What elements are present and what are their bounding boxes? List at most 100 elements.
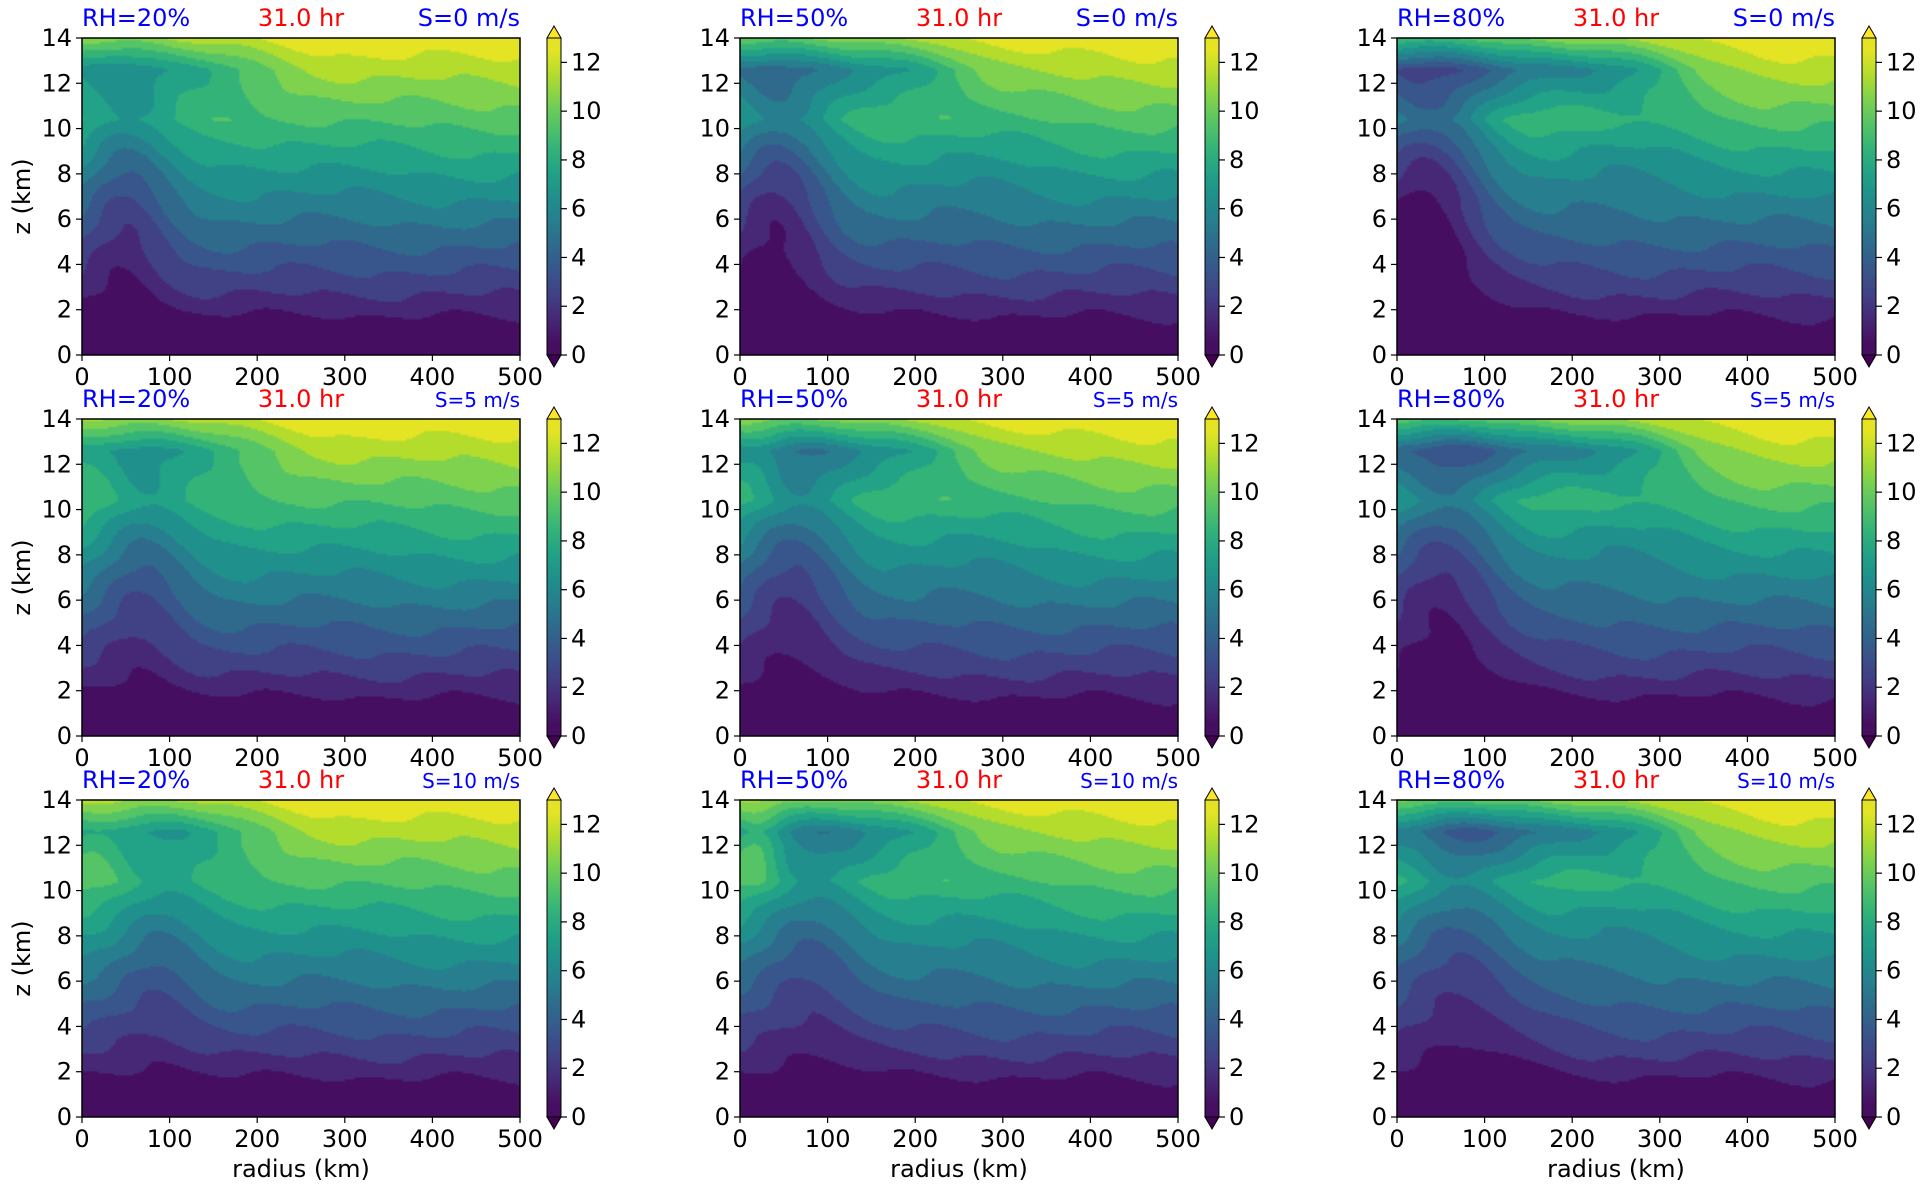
axes-frame: [81, 418, 521, 737]
x-tick-label: 500: [497, 744, 543, 772]
colorbar-tick-label: 8: [571, 908, 586, 936]
colorbar-tick-label: 0: [571, 1103, 586, 1131]
colorbar: 0 2 4 6 8 10 12: [1861, 787, 1917, 1131]
x-axis-label: radius (km): [1547, 1155, 1685, 1183]
time-label: 31.0 hr: [916, 766, 1002, 794]
colorbar-tick-label: 12: [571, 48, 602, 76]
contour-field: [1397, 800, 1835, 1117]
y-tick-label: 14: [1356, 24, 1387, 52]
y-tick-label: 2: [715, 1058, 730, 1086]
colorbar-frame: [546, 418, 562, 737]
x-tick-label: 400: [409, 1125, 455, 1153]
colorbar-extend-max: [1861, 787, 1877, 801]
colorbar-tick-label: 10: [1886, 97, 1917, 125]
colorbar-extend-max: [546, 406, 562, 420]
x-tick-label: 100: [1462, 744, 1508, 772]
y-tick-label: 12: [1356, 69, 1387, 97]
colorbar-frame: [1204, 418, 1220, 737]
shear-label: S=0 m/s: [1076, 4, 1178, 32]
x-tick-label: 100: [1462, 1125, 1508, 1153]
x-tick-label: 100: [805, 744, 851, 772]
x-tick-label: 500: [1155, 744, 1201, 772]
contour-field: [740, 800, 1178, 1117]
colorbar-tick-label: 8: [1886, 527, 1901, 555]
y-tick-label: 4: [715, 1012, 730, 1040]
rh-label: RH=20%: [82, 766, 190, 794]
colorbar-tick-label: 4: [1886, 243, 1901, 271]
shear-label: S=10 m/s: [1080, 769, 1178, 793]
y-axis-label: z (km): [8, 920, 36, 996]
y-tick-label: 4: [57, 631, 72, 659]
colorbar-tick-label: 0: [1229, 341, 1244, 369]
x-tick-label: 400: [409, 744, 455, 772]
time-label: 31.0 hr: [258, 385, 344, 413]
y-tick-label: 10: [41, 115, 72, 143]
colorbar-tick-label: 2: [1229, 1054, 1244, 1082]
colorbar-tick-label: 0: [1886, 722, 1901, 750]
y-tick-label: 0: [1372, 341, 1387, 369]
axes-frame: [1396, 418, 1836, 737]
x-tick-label: 500: [1155, 363, 1201, 391]
colorbar: 0 2 4 6 8 10 12: [1861, 25, 1917, 369]
axes-frame: [739, 37, 1179, 356]
x-tick-label: 300: [1637, 1125, 1683, 1153]
shear-label: S=0 m/s: [1733, 4, 1835, 32]
colorbar-extend-max: [1204, 787, 1220, 801]
y-tick-label: 2: [1372, 1058, 1387, 1086]
colorbar-extend-min: [1861, 1116, 1877, 1130]
colorbar-gradient: [547, 38, 561, 355]
contour-field: [82, 800, 520, 1117]
x-tick-label: 0: [732, 363, 747, 391]
y-tick-label: 2: [57, 296, 72, 324]
y-tick-label: 12: [41, 831, 72, 859]
x-tick-label: 300: [322, 1125, 368, 1153]
contour-field: [82, 38, 520, 355]
colorbar-tick-label: 0: [571, 341, 586, 369]
y-tick-label: 6: [715, 205, 730, 233]
colorbar-gradient: [1205, 38, 1219, 355]
colorbar-tick-label: 10: [1229, 478, 1260, 506]
colorbar-tick-label: 4: [1886, 624, 1901, 652]
rh-label: RH=50%: [740, 4, 848, 32]
rh-label: RH=50%: [740, 766, 848, 794]
x-tick-label: 200: [1549, 1125, 1595, 1153]
colorbar-extend-max: [1204, 406, 1220, 420]
time-label: 31.0 hr: [1573, 385, 1659, 413]
colorbar-extend-max: [1861, 25, 1877, 39]
shear-label: S=10 m/s: [1737, 769, 1835, 793]
y-tick-label: 10: [1356, 115, 1387, 143]
y-tick-label: 6: [57, 967, 72, 995]
x-tick-label: 500: [497, 1125, 543, 1153]
axes-frame: [81, 37, 521, 356]
colorbar-tick-label: 2: [571, 292, 586, 320]
x-tick-label: 0: [74, 744, 89, 772]
y-tick-label: 10: [1356, 877, 1387, 905]
y-tick-label: 6: [715, 586, 730, 614]
colorbar: 0 2 4 6 8 10 12: [1204, 787, 1260, 1131]
x-tick-label: 300: [980, 1125, 1026, 1153]
colorbar-tick-label: 2: [571, 673, 586, 701]
time-label: 31.0 hr: [916, 4, 1002, 32]
axes-frame: [1396, 37, 1836, 356]
rh-label: RH=20%: [82, 4, 190, 32]
y-tick-label: 8: [715, 541, 730, 569]
colorbar-tick-label: 2: [571, 1054, 586, 1082]
y-tick-label: 0: [715, 722, 730, 750]
x-tick-label: 0: [1389, 744, 1404, 772]
y-tick-label: 8: [715, 160, 730, 188]
y-tick-label: 0: [715, 1103, 730, 1131]
colorbar-extend-max: [546, 25, 562, 39]
colorbar-tick-label: 4: [571, 1005, 586, 1033]
colorbar-tick-label: 10: [571, 859, 602, 887]
colorbar-frame: [1861, 418, 1877, 737]
contour-field: [740, 419, 1178, 736]
colorbar-tick-label: 10: [571, 478, 602, 506]
colorbar: 0 2 4 6 8 10 12: [546, 787, 602, 1131]
colorbar-extend-max: [1861, 406, 1877, 420]
colorbar-gradient: [1205, 419, 1219, 736]
